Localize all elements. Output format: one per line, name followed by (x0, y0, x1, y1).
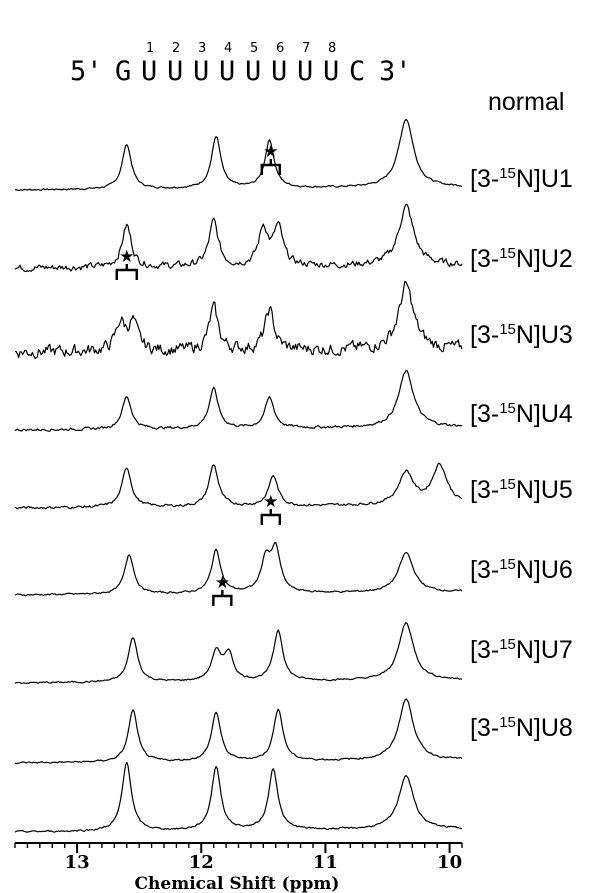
spectrum-trace (14, 698, 463, 765)
spectrum-trace (14, 621, 463, 684)
spectrum-trace (14, 118, 463, 191)
x-tick-label: 13 (65, 852, 90, 873)
spectrum-trace (14, 369, 463, 432)
star-icon: ★ (263, 492, 278, 512)
spectra-traces (14, 118, 463, 833)
bracket-mark (212, 590, 233, 606)
sequence-position-number: 7 (302, 41, 310, 56)
spectrum-label: [3-15N]U7 (470, 636, 573, 664)
spectrum-label: [3-15N]U1 (470, 165, 573, 193)
sequence-base: G (115, 56, 131, 87)
sequence-base: C (349, 56, 365, 87)
spectrum-trace (14, 462, 463, 510)
sequence-position-number: 1 (146, 41, 154, 56)
rna-sequence: 5' G U U U U U U U U C 3'1 2 3 4 5 6 7 8 (70, 41, 412, 87)
sequence-position-number: 4 (224, 41, 232, 56)
spectrum-trace (14, 541, 463, 597)
sequence-base: U (245, 56, 261, 87)
sequence-position-number: 8 (328, 41, 336, 56)
sequence-prefix: 5' (70, 56, 103, 87)
x-axis-title: Chemical Shift (ppm) (135, 874, 340, 893)
x-tick-label: 11 (313, 852, 338, 873)
spectrum-label: normal (488, 88, 564, 116)
sequence-position-number: 3 (198, 41, 206, 56)
sequence-base: U (167, 56, 183, 87)
spectrum-trace (14, 761, 463, 833)
sequence-suffix: 3' (379, 56, 412, 87)
spectrum-trace (14, 280, 463, 359)
spectrum-label: [3-15N]U2 (470, 245, 573, 273)
starred-peaks: ★ ★ ★ ★ (115, 142, 281, 606)
spectrum-label: [3-15N]U8 (470, 714, 573, 742)
sequence-base: U (323, 56, 339, 87)
x-tick-label: 10 (437, 852, 462, 873)
star-icon: ★ (263, 142, 278, 162)
bracket-mark (115, 264, 138, 280)
spectrum-label: [3-15N]U5 (470, 476, 573, 504)
sequence-base: U (219, 56, 235, 87)
bracket-mark (260, 159, 281, 175)
x-axis: 13 12 11 10 (14, 842, 463, 873)
sequence-base: U (271, 56, 287, 87)
sequence-position-number: 6 (276, 41, 284, 56)
sequence-base: U (297, 56, 313, 87)
spectrum-trace (14, 203, 463, 273)
spectrum-labels: normal [3-15N]U1 [3-15N]U2 [3-15N]U3 [3-15N]… (470, 88, 573, 742)
sequence-position-number: 2 (172, 41, 180, 56)
x-tick-label: 12 (189, 852, 214, 873)
star-icon: ★ (215, 573, 230, 593)
star-icon: ★ (119, 247, 134, 267)
sequence-base: U (141, 56, 157, 87)
bracket-mark (260, 509, 281, 525)
spectrum-label: [3-15N]U4 (470, 400, 573, 428)
spectrum-label: [3-15N]U3 (470, 321, 573, 349)
sequence-position-number: 5 (250, 41, 258, 56)
spectrum-label: [3-15N]U6 (470, 556, 573, 584)
sequence-base: U (193, 56, 209, 87)
